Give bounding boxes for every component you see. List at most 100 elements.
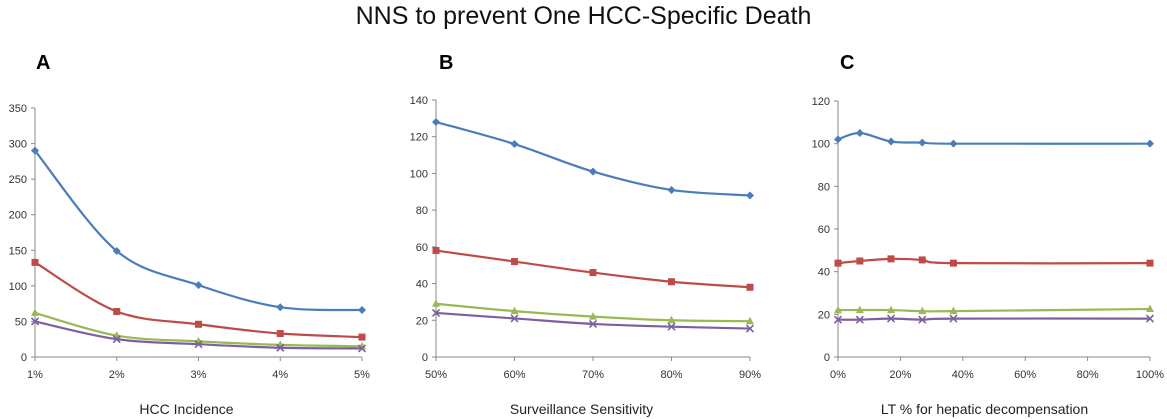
data-point-a-1 (31, 146, 39, 155)
panel-label-c: C (840, 52, 855, 74)
x-tick-label-b: 90% (739, 369, 761, 381)
y-tick-label-c: 40 (818, 267, 830, 279)
x-tick-label-c: 20% (889, 369, 911, 381)
x-tick-label-a: 2% (109, 369, 125, 381)
x-tick-label-c: 40% (952, 369, 974, 381)
data-point-b-1 (667, 185, 676, 194)
data-point-b-4 (510, 314, 519, 323)
panel-label-a: A (36, 52, 51, 74)
data-point-b-4 (667, 322, 676, 331)
y-tick-label-b: 120 (410, 132, 428, 144)
y-tick-label-a: 0 (21, 352, 27, 364)
y-tick-label-b: 0 (422, 352, 428, 364)
panel-a: A 0 50 100 150 200 250 300 350 1% 2% 3% 4% 5% HCC In… (0, 40, 389, 419)
data-point-a-3 (31, 308, 39, 316)
y-tick-label-c: 120 (812, 96, 830, 108)
x-tick-label-b: 80% (660, 369, 682, 381)
data-point-a-2 (31, 258, 39, 266)
data-point-b-4 (431, 308, 441, 318)
data-point-a-4 (30, 317, 40, 326)
data-point-c-4 (1145, 314, 1155, 323)
data-point-a-1 (276, 303, 285, 312)
data-point-c-3 (834, 305, 842, 314)
data-point-c-4 (886, 314, 896, 323)
data-point-a-4 (357, 344, 367, 353)
y-tick-label-b: 140 (410, 95, 428, 107)
x-tick-label-c: 0% (830, 369, 846, 381)
data-point-b-3 (589, 312, 597, 320)
data-point-a-4 (194, 340, 203, 349)
y-tick-label-c: 100 (812, 139, 830, 151)
data-point-c-4 (918, 315, 927, 324)
series-line-c-3 (837, 307, 1151, 313)
x-axis-label-b: Surveillance Sensitivity (509, 401, 654, 417)
data-point-c-1 (1146, 139, 1154, 148)
x-tick-label-a: 1% (27, 369, 43, 381)
x-axis-label-a: HCC Incidence (139, 401, 234, 417)
data-point-b-3 (746, 316, 754, 325)
data-point-b-1 (589, 167, 597, 176)
data-point-c-2 (949, 259, 957, 267)
y-tick-label-b: 60 (416, 242, 428, 254)
data-point-b-3 (667, 315, 676, 324)
data-point-a-1 (194, 281, 203, 290)
data-point-c-1 (855, 129, 864, 137)
data-point-c-2 (834, 259, 842, 267)
data-point-c-2 (856, 257, 864, 265)
data-point-b-1 (746, 191, 754, 200)
panel-c: C 0 20 40 60 80 100 120 0% 20% 40% 60% 80% 100% LT %… (778, 40, 1167, 419)
chart-b: 0 20 40 60 80 100 120 140 50% 60% 70% 80% 90% (410, 95, 762, 381)
data-point-a-4 (112, 335, 121, 344)
data-point-a-2 (113, 307, 121, 315)
y-tick-label-a: 250 (9, 174, 27, 186)
data-point-c-4 (855, 315, 864, 324)
data-point-c-3 (1146, 304, 1154, 312)
data-point-b-4 (588, 319, 598, 329)
x-axis-label-c: LT % for hepatic decompensation (880, 401, 1089, 417)
data-point-b-2 (432, 247, 440, 255)
data-point-a-2 (276, 330, 284, 338)
data-point-c-2 (887, 255, 895, 263)
y-tick-label-b: 100 (410, 168, 428, 180)
series-line-c-2 (837, 257, 1151, 265)
chart-c: 0 20 40 60 80 100 120 0% 20% 40% 60% 80% 100% (812, 96, 1165, 381)
series-line-b-1 (435, 120, 751, 197)
y-tick-label-c: 20 (818, 309, 830, 321)
chart-a: 0 50 100 150 200 250 300 350 1% 2% 3% 4% 5% (9, 103, 371, 381)
x-tick-label-b: 70% (582, 369, 604, 381)
x-tick-label-c: 100% (1136, 369, 1164, 381)
y-tick-label-b: 80 (416, 205, 428, 217)
x-tick-label-a: 4% (272, 369, 288, 381)
x-tick-label-b: 50% (425, 369, 447, 381)
y-tick-label-a: 50 (15, 316, 27, 328)
data-point-a-1 (112, 246, 121, 255)
data-point-b-4 (745, 324, 755, 333)
series-line-c-4 (837, 317, 1151, 321)
panel-b: B 0 20 40 60 80 100 120 140 50% 60% 70% 80% 90% Surv… (389, 40, 778, 419)
y-tick-label-b: 20 (416, 315, 428, 327)
data-point-b-3 (432, 299, 440, 307)
series-line-c-1 (837, 131, 1151, 145)
x-tick-label-a: 5% (354, 369, 370, 381)
y-tick-label-c: 80 (818, 181, 830, 193)
data-point-c-1 (887, 137, 896, 146)
x-tick-label-c: 80% (1077, 369, 1099, 381)
data-point-b-3 (510, 306, 519, 315)
data-point-b-2 (746, 283, 754, 291)
x-tick-label-b: 60% (503, 369, 525, 381)
data-point-b-2 (511, 258, 518, 266)
y-tick-label-c: 60 (818, 224, 830, 236)
data-point-c-3 (949, 306, 958, 315)
y-tick-label-a: 150 (9, 245, 27, 257)
data-point-c-1 (918, 138, 927, 147)
x-tick-label-a: 3% (191, 369, 207, 381)
y-tick-label-a: 200 (9, 210, 27, 222)
y-tick-label-b: 40 (416, 279, 428, 291)
data-point-c-3 (918, 306, 927, 315)
data-point-c-4 (833, 315, 843, 324)
y-tick-label-c: 0 (824, 352, 830, 364)
data-point-a-2 (358, 333, 366, 341)
data-point-c-2 (918, 256, 926, 264)
series-line-b-2 (435, 249, 751, 289)
y-tick-label-a: 350 (9, 103, 27, 115)
